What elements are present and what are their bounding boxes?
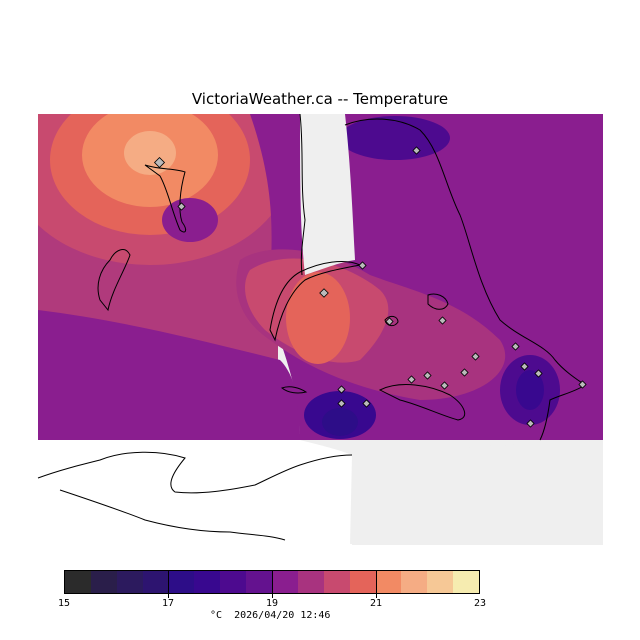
station-marker bbox=[337, 399, 346, 408]
coast-strait-east bbox=[299, 113, 306, 276]
unit-label: °C bbox=[210, 610, 223, 621]
station-marker bbox=[407, 375, 416, 384]
coast-south-land-2 bbox=[59, 489, 286, 541]
legend-tick-mark bbox=[272, 570, 273, 598]
timestamp: 2026/04/20 12:46 bbox=[234, 610, 331, 621]
weather-stations bbox=[153, 146, 587, 428]
station-marker bbox=[412, 146, 421, 155]
legend-swatch bbox=[453, 571, 479, 593]
coastlines bbox=[37, 113, 586, 541]
station-marker bbox=[385, 317, 394, 326]
coast-east-land bbox=[344, 118, 586, 441]
legend-swatch bbox=[349, 571, 376, 593]
station-marker bbox=[438, 316, 447, 325]
south-grey-area bbox=[352, 440, 603, 545]
field-nw-cool-spot bbox=[162, 198, 218, 242]
field-north-cool bbox=[340, 116, 450, 160]
legend-swatch bbox=[142, 571, 169, 593]
legend-swatch bbox=[246, 571, 272, 593]
legend-swatch bbox=[375, 571, 402, 593]
station-marker bbox=[337, 385, 346, 394]
station-marker bbox=[471, 352, 480, 361]
legend-tick-mark bbox=[168, 570, 169, 598]
legend-swatch bbox=[297, 571, 324, 593]
legend-swatch bbox=[323, 571, 350, 593]
legend-swatch bbox=[194, 571, 221, 593]
station-marker bbox=[362, 399, 371, 408]
legend-swatch bbox=[427, 571, 454, 593]
coast-island-west bbox=[97, 249, 131, 312]
field-south-cool-2 bbox=[322, 408, 358, 436]
legend-swatch bbox=[90, 571, 117, 593]
station-marker bbox=[526, 419, 535, 428]
legend-tick-label: 19 bbox=[265, 598, 279, 609]
station-marker bbox=[358, 261, 367, 270]
station-marker bbox=[177, 202, 186, 211]
footer: °C 2026/04/20 12:46 bbox=[210, 610, 330, 621]
station-marker bbox=[423, 371, 432, 380]
station-marker bbox=[520, 362, 529, 371]
legend-swatch bbox=[168, 571, 195, 593]
legend-tick-label: 21 bbox=[369, 598, 383, 609]
coast-lake-1 bbox=[427, 293, 449, 310]
field-east-cool-2 bbox=[516, 370, 544, 410]
legend-swatch bbox=[220, 571, 247, 593]
legend-tick-label: 17 bbox=[161, 598, 175, 609]
legend-swatch bbox=[65, 571, 91, 593]
coast-islet bbox=[281, 386, 308, 394]
strait-water bbox=[300, 114, 355, 275]
station-marker bbox=[460, 368, 469, 377]
station-marker bbox=[534, 369, 543, 378]
temperature-field bbox=[38, 114, 603, 440]
legend-swatch bbox=[401, 571, 428, 593]
legend-tick-mark bbox=[376, 570, 377, 598]
field-central-core bbox=[286, 272, 350, 364]
legend-tick-label: 15 bbox=[57, 598, 71, 609]
coast-islands-south bbox=[378, 384, 466, 421]
map-title: VictoriaWeather.ca -- Temperature bbox=[191, 90, 449, 108]
legend-swatch bbox=[272, 571, 298, 593]
station-marker bbox=[440, 381, 449, 390]
legend-tick-label: 23 bbox=[473, 598, 487, 609]
coast-island-north bbox=[144, 164, 187, 233]
station-marker bbox=[153, 156, 166, 169]
coast-south-land bbox=[37, 451, 353, 494]
station-marker bbox=[319, 288, 329, 298]
station-marker bbox=[511, 342, 520, 351]
station-marker bbox=[578, 380, 587, 389]
coast-lake-2 bbox=[384, 315, 399, 327]
field-south-band bbox=[38, 310, 300, 440]
legend-swatch bbox=[116, 571, 143, 593]
